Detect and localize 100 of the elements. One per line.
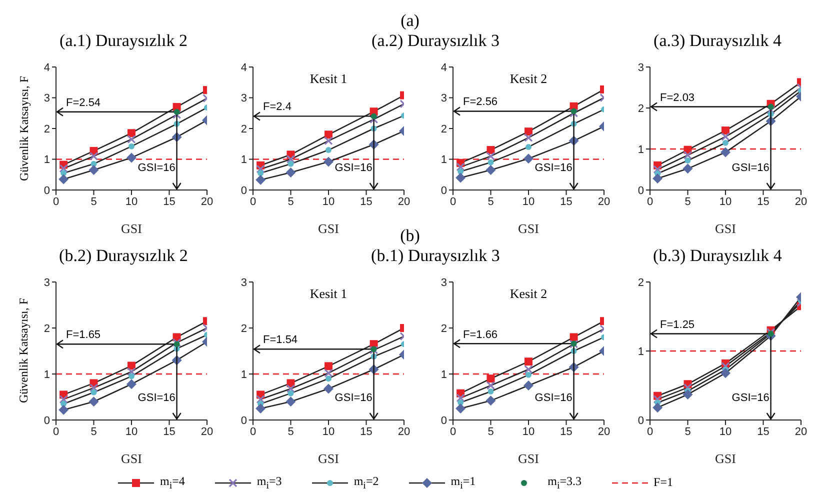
text: (b) xyxy=(400,226,420,245)
y-tick-label: 3 xyxy=(240,276,247,289)
y-tick-label: 1 xyxy=(638,346,644,358)
x-tick-label: 10 xyxy=(719,426,732,438)
x-tick-label: 0 xyxy=(52,426,60,438)
chart-title: (a.2) Duraysızlık 3 xyxy=(370,31,500,51)
x-axis-title: GSI xyxy=(318,221,339,236)
x-axis-title: GSI xyxy=(715,221,736,236)
ref-line-label: GSI=16 xyxy=(136,162,176,174)
ref-line-label: GSI=16 xyxy=(534,392,574,404)
ref-line-label: F=1.25 xyxy=(660,318,695,331)
x-tick-label: 5 xyxy=(684,196,691,208)
y-tick-label: 3 xyxy=(638,62,644,74)
y-tick-label: 1 xyxy=(240,368,247,381)
y-tick-label: 2 xyxy=(638,102,644,115)
chart-title: (a.1) Duraysızlık 2 xyxy=(58,31,188,51)
chart-title: (a.3) Duraysızlık 4 xyxy=(652,31,782,51)
x-tick-label: 15 xyxy=(560,426,572,438)
ref-line-label: GSI=16 xyxy=(136,392,176,404)
y-tick-label: 3 xyxy=(440,92,447,105)
x-tick-label: 20 xyxy=(200,196,214,208)
x-axis-title: GSI xyxy=(121,451,142,466)
x-tick-label: 15 xyxy=(360,196,372,208)
y-tick-label: 0 xyxy=(440,414,447,427)
chart-subtitle: Kesit 1 xyxy=(308,71,348,87)
x-tick-label: 15 xyxy=(163,426,176,438)
chart-subtitle: Kesit 2 xyxy=(508,286,548,302)
y-tick-label: 2 xyxy=(44,123,50,136)
x-tick-label: 5 xyxy=(288,426,294,438)
y-tick-label: 2 xyxy=(240,322,247,335)
y-tick-label: 3 xyxy=(44,92,50,105)
x-axis-title: GSI xyxy=(518,451,539,466)
y-tick-label: 1 xyxy=(440,154,447,166)
y-tick-label: 2 xyxy=(440,322,447,335)
chart-subtitle: Kesit 2 xyxy=(508,71,548,87)
y-axis-title: Güvenlik Katsayısı, F xyxy=(16,297,32,405)
x-tick-label: 0 xyxy=(450,196,456,208)
chart-title: (b.3) Duraysızlık 4 xyxy=(652,246,783,266)
y-tick-label: 4 xyxy=(240,62,247,74)
y-tick-label: 1 xyxy=(440,368,447,381)
x-axis-title: GSI xyxy=(715,451,736,466)
y-tick-label: 0 xyxy=(638,184,644,197)
x-tick-label: 20 xyxy=(598,196,610,208)
legend-label: m$_{i}$=4 xyxy=(160,474,185,492)
chart-title: (b.2) Duraysızlık 2 xyxy=(58,246,189,266)
x-tick-label: 0 xyxy=(646,426,654,438)
ref-line-label: F=2.03 xyxy=(660,92,695,104)
x-tick-label: 10 xyxy=(322,426,335,438)
y-tick-label: 0 xyxy=(638,414,644,427)
x-tick-label: 15 xyxy=(757,196,770,208)
x-tick-label: 5 xyxy=(684,426,691,438)
x-tick-label: 20 xyxy=(398,196,410,208)
y-tick-label: 3 xyxy=(44,276,50,289)
legend-label: F=1 xyxy=(654,475,673,490)
x-axis-title: GSI xyxy=(318,451,339,466)
x-tick-label: 5 xyxy=(90,426,97,438)
ref-line-label: F=1.65 xyxy=(66,329,101,342)
chart-subtitle: Kesit 1 xyxy=(308,286,348,302)
legend-label: m$_{i}$=2 xyxy=(354,474,379,492)
x-tick-label: 15 xyxy=(360,426,372,438)
legend-label: m$_{i}$=3.3 xyxy=(548,474,582,492)
ref-line-label: F=2.56 xyxy=(463,96,498,108)
x-tick-label: 10 xyxy=(522,196,535,208)
chart-title: (b.1) Duraysızlık 3 xyxy=(370,246,501,266)
x-axis-title: GSI xyxy=(518,221,539,236)
x-tick-label: 5 xyxy=(488,196,494,208)
ref-line-label: F=1.66 xyxy=(463,328,498,341)
ref-line-label: GSI=16 xyxy=(534,162,574,174)
ref-line-label: F=1.54 xyxy=(263,334,298,346)
y-tick-label: 2 xyxy=(240,123,247,136)
x-tick-label: 20 xyxy=(794,196,808,208)
x-tick-label: 0 xyxy=(250,196,256,208)
ref-line-label: F=2.54 xyxy=(66,96,101,109)
y-tick-label: 0 xyxy=(440,184,447,197)
x-tick-label: 20 xyxy=(598,426,610,438)
x-tick-label: 5 xyxy=(288,196,294,208)
y-tick-label: 4 xyxy=(440,62,447,74)
y-tick-label: 3 xyxy=(440,276,447,289)
x-tick-label: 20 xyxy=(200,426,214,438)
y-tick-label: 4 xyxy=(44,62,50,74)
y-axis-title: Güvenlik Katsayısı, F xyxy=(16,74,32,182)
y-tick-label: 1 xyxy=(44,154,50,166)
ref-line-label: GSI=16 xyxy=(334,392,374,404)
y-tick-label: 1 xyxy=(638,144,644,156)
x-tick-label: 15 xyxy=(757,426,770,438)
x-tick-label: 10 xyxy=(719,196,732,208)
y-tick-label: 0 xyxy=(44,184,50,197)
x-tick-label: 20 xyxy=(794,426,808,438)
x-axis-title: GSI xyxy=(121,221,142,236)
x-tick-label: 10 xyxy=(322,196,335,208)
x-tick-label: 5 xyxy=(488,426,494,438)
x-tick-label: 0 xyxy=(450,426,456,438)
y-tick-label: 1 xyxy=(240,154,247,166)
x-tick-label: 20 xyxy=(398,426,410,438)
y-tick-label: 0 xyxy=(240,184,247,197)
x-tick-label: 15 xyxy=(163,196,176,208)
ref-line-label: GSI=16 xyxy=(730,392,770,404)
ref-line-label: GSI=16 xyxy=(334,162,374,174)
y-tick-label: 2 xyxy=(440,123,447,136)
ref-line-label: F=2.4 xyxy=(263,101,292,114)
